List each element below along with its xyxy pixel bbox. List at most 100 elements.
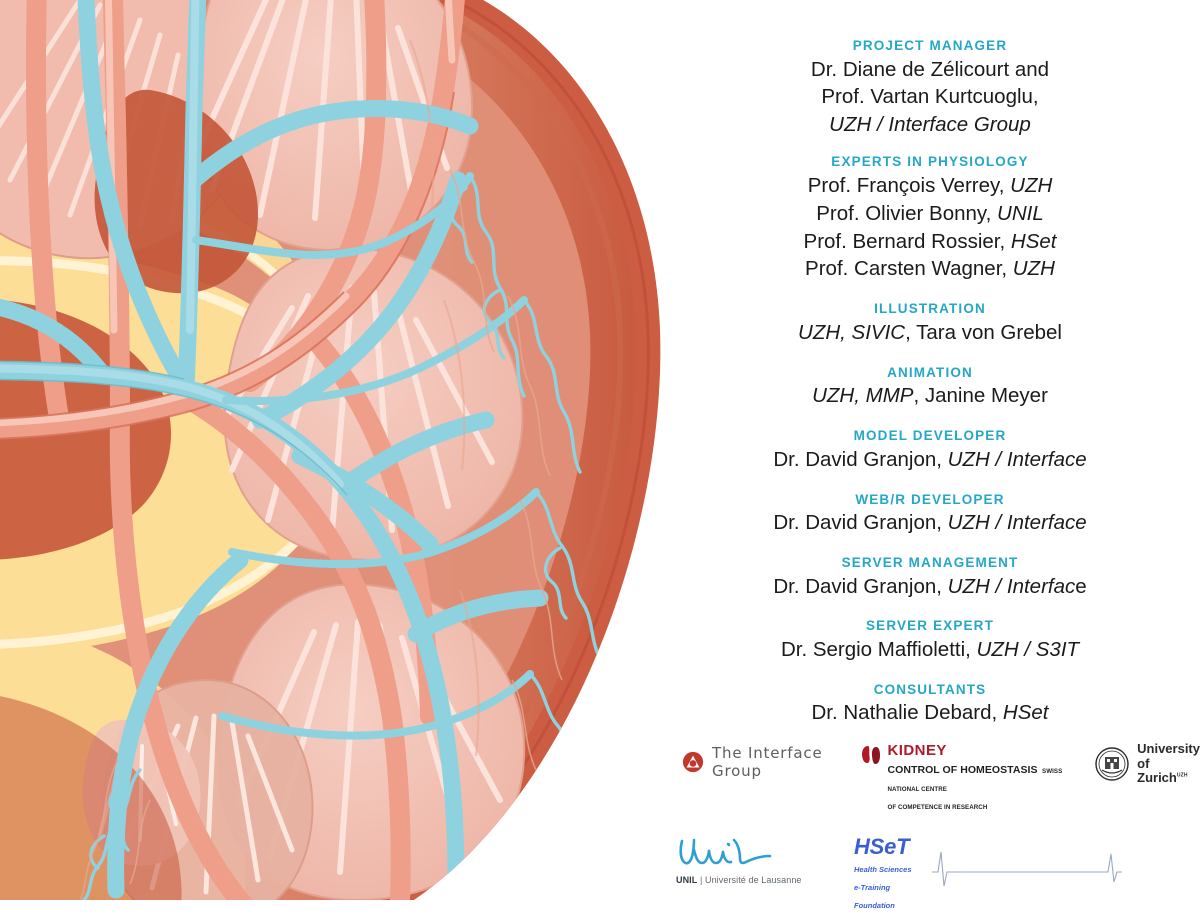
credit-name: Prof. Bernard Rossier, HSet — [680, 228, 1180, 256]
credit-name-segment: UZH / Interface Group — [829, 113, 1031, 137]
logo-row-secondary: UNIL | Université de Lausanne HSeT Healt… — [660, 836, 1200, 913]
credit-role: WEB/R DEVELOPER — [855, 491, 1005, 507]
credit-name: Prof. Olivier Bonny, UNIL — [680, 200, 1180, 228]
credit-role: PROJECT MANAGER — [852, 38, 1008, 53]
logo-kidney-nccr-text: KIDNEY CONTROL OF HOMEOSTASIS SWISS NATI… — [887, 742, 1072, 814]
credit-name-segment: UZH — [1012, 257, 1055, 281]
logo-uzh-line2: Zurich — [1137, 770, 1177, 786]
credit-block: MODEL DEVELOPER Dr. David Granjon, UZH / … — [680, 426, 1180, 473]
kidney-cross-section-illustration — [0, 0, 661, 900]
credit-name-segment: e — [1075, 574, 1087, 598]
logo-interface-group[interactable]: The Interface Group — [682, 742, 839, 782]
credit-name-segment: Dr. David Granjon, — [773, 511, 948, 535]
cortical-capillaries-fine — [79, 759, 151, 900]
credit-name-segment: Dr. David Granjon, — [773, 574, 948, 598]
credit-block: SERVER EXPERT Dr. Sergio Maffioletti, UZH… — [680, 616, 1180, 663]
credit-name-segment: UZH, MMP — [812, 384, 914, 408]
credits-list: PROJECT MANAGER Dr. Diane de Zélicourt an… — [680, 36, 1180, 730]
credit-name-segment: UZH / S3IT — [976, 638, 1080, 661]
logo-hset-sub1: Health Sciences — [854, 865, 912, 874]
credit-role: EXPERTS IN PHYSIOLOGY — [831, 154, 1029, 170]
credit-name-segment: Prof. Carsten Wagner, — [805, 257, 1013, 281]
credit-name: Dr. Nathalie Debard, HSet — [680, 699, 1180, 727]
credit-name: Dr. David Granjon, UZH / Interface — [680, 509, 1180, 537]
credit-name: Prof. Vartan Kurtcuoglu, — [680, 83, 1180, 111]
credit-name-segment: UZH — [1010, 173, 1053, 197]
credit-name: Dr. David Granjon, UZH / Interface — [680, 573, 1180, 601]
credit-role: MODEL DEVELOPER — [853, 428, 1007, 444]
credit-block: ANIMATION UZH, MMP, Janine Meyer — [680, 363, 1180, 410]
logo-unil-separator: | — [699, 875, 703, 885]
two-kidneys-icon — [861, 744, 881, 768]
credit-role: CONSULTANTS — [873, 681, 987, 697]
logo-unil[interactable]: UNIL | Université de Lausanne — [676, 836, 826, 888]
cortical-capillaries — [82, 768, 142, 900]
credit-name-segment: Prof. Olivier Bonny, — [816, 201, 998, 225]
credit-name: UZH, MMP, Janine Meyer — [680, 382, 1180, 410]
credit-name-segment: Dr. Diane de Zélicourt and — [810, 57, 1050, 81]
logo-hset-sub3: Foundation — [854, 901, 895, 910]
credit-block: WEB/R DEVELOPER Dr. David Granjon, UZH / … — [680, 490, 1180, 537]
credit-name-segment: Dr. Nathalie Debard, — [811, 701, 1003, 725]
logo-hset[interactable]: HSeT Health Sciences e-Training Foundati… — [854, 836, 1122, 913]
credit-role: ANIMATION — [887, 364, 973, 380]
credit-name-segment: Prof. Bernard Rossier, — [803, 229, 1011, 253]
logo-university-of-zurich[interactable]: University of ZurichUZH — [1094, 741, 1200, 786]
credit-role: SERVER MANAGEMENT — [841, 555, 1019, 570]
cortex-texture — [408, 39, 480, 757]
logo-unil-abbr: UNIL — [676, 875, 698, 885]
ecg-waveform-icon — [932, 842, 1122, 888]
credit-name-segment: UZH / Interface — [947, 447, 1087, 471]
arcuate-vessels — [192, 172, 540, 740]
credit-name-segment: , Tara von Grebel — [905, 320, 1062, 344]
credit-name-segment: Dr. David Granjon, — [773, 447, 948, 471]
credit-name-segment: , Janine Meyer — [913, 384, 1048, 408]
logo-area: The Interface Group KIDNEY CONTROL OF HO… — [660, 741, 1200, 913]
logo-unil-wordmark: UNIL | Université de Lausanne — [676, 875, 802, 885]
logo-kidney-nccr[interactable]: KIDNEY CONTROL OF HOMEOSTASIS SWISS NATI… — [861, 742, 1072, 814]
credit-block: EXPERTS IN PHYSIOLOGY Prof. François Verr… — [680, 152, 1180, 283]
cortical-capillaries-fine — [449, 169, 563, 771]
logo-kidney-line1: KIDNEY — [887, 742, 947, 759]
triangle-drop-icon — [682, 751, 704, 773]
uzh-seal-icon — [1094, 746, 1130, 782]
logo-hset-sub2: e-Training — [854, 883, 891, 892]
logo-uzh-line1: University of — [1137, 741, 1200, 771]
unil-signature-icon — [676, 836, 786, 870]
logo-hset-subtitle: Health Sciences e-Training Foundation — [854, 865, 912, 910]
credit-name: Dr. Diane de Zélicourt and — [680, 56, 1180, 84]
credit-block: PROJECT MANAGER Dr. Diane de Zélicourt an… — [680, 36, 1180, 139]
credit-name-segment: Dr. Sergio Maffioletti, — [780, 638, 977, 661]
credit-name-segment: UZH / Interfac — [947, 574, 1076, 598]
logo-interface-group-label: The Interface Group — [712, 744, 823, 780]
logo-row-primary: The Interface Group KIDNEY CONTROL OF HO… — [660, 741, 1200, 814]
logo-hset-brand: HSeT Health Sciences e-Training Foundati… — [854, 836, 930, 913]
credit-name: Dr. David Granjon, UZH / Interface — [680, 446, 1180, 474]
logo-kidney-line2: CONTROL OF HOMEOSTASIS — [887, 764, 1038, 776]
credit-role: ILLUSTRATION — [874, 301, 986, 317]
credit-block: SERVER MANAGEMENT Dr. David Granjon, UZH … — [680, 553, 1180, 600]
credit-block: ILLUSTRATION UZH, SIVIC, Tara von Grebel — [680, 299, 1180, 346]
credit-name-segment: UZH, SIVIC — [798, 320, 906, 344]
logo-uzh-text: University of ZurichUZH — [1137, 741, 1200, 786]
logo-kidney-line3b: OF COMPETENCE IN RESEARCH — [887, 804, 988, 811]
credit-name-segment: UZH / Interface — [947, 511, 1087, 535]
credit-name: UZH / Interface Group — [680, 111, 1180, 139]
credit-block: CONSULTANTS Dr. Nathalie Debard, HSet — [680, 680, 1180, 727]
renal-vein-outline — [0, 360, 348, 496]
renal-vein-inner — [0, 0, 344, 488]
credit-name-segment: HSet — [1010, 229, 1057, 253]
logo-unil-full: Université de Lausanne — [704, 875, 802, 885]
credit-name-segment: HSet — [1002, 701, 1049, 725]
credit-name: UZH, SIVIC, Tara von Grebel — [680, 319, 1180, 347]
logo-hset-wordmark: HSeT — [854, 834, 910, 859]
credit-role: SERVER EXPERT — [866, 618, 994, 634]
logo-uzh-sup: UZH — [1176, 772, 1188, 779]
credit-name-segment: Prof. François Verrey, — [807, 173, 1011, 197]
credit-name: Dr. Sergio Maffioletti, UZH / S3IT — [680, 636, 1180, 664]
credit-name: Prof. François Verrey, UZH — [680, 172, 1180, 200]
credit-name-segment: UNIL — [997, 201, 1044, 225]
credit-name-segment: Prof. Vartan Kurtcuoglu, — [821, 85, 1039, 109]
credit-name: Prof. Carsten Wagner, UZH — [680, 255, 1180, 283]
